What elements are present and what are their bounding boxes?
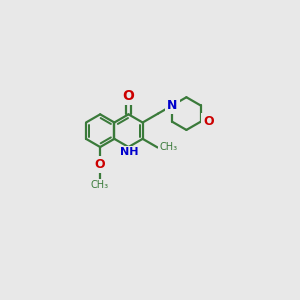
Text: N: N xyxy=(167,99,177,112)
Text: CH₃: CH₃ xyxy=(159,142,177,152)
Text: O: O xyxy=(95,158,106,171)
Text: CH₃: CH₃ xyxy=(90,180,108,190)
Text: O: O xyxy=(123,89,134,103)
Text: NH: NH xyxy=(120,147,138,157)
Text: O: O xyxy=(203,115,214,128)
